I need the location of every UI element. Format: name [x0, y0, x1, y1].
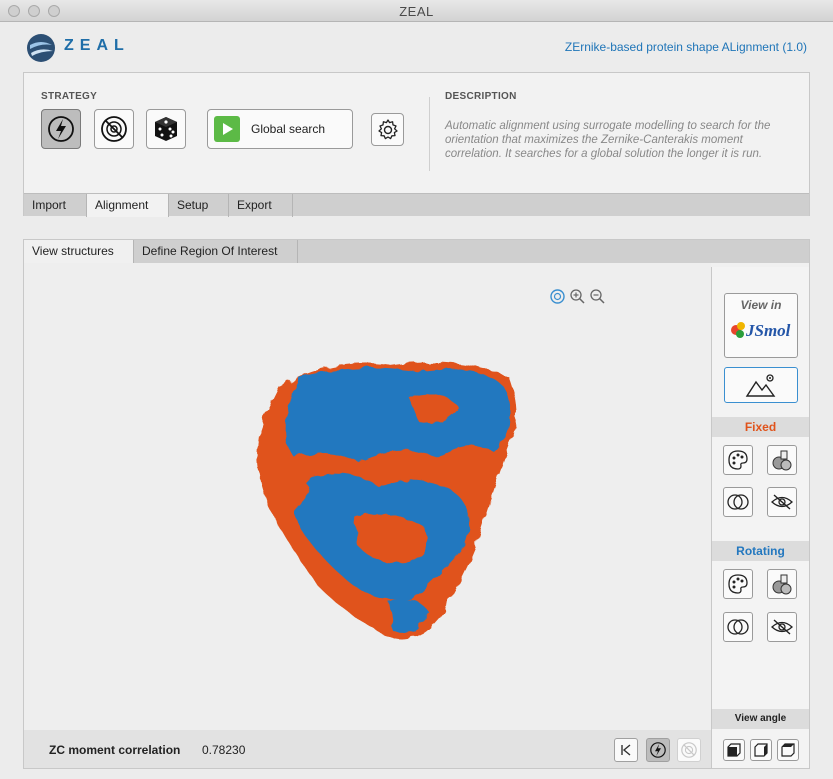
rotating-group-label: Rotating — [712, 541, 809, 561]
fixed-color-button[interactable] — [723, 445, 753, 475]
zoom-controls — [549, 288, 606, 305]
view-angle-label: View angle — [712, 709, 809, 729]
representation-icon — [772, 450, 792, 471]
strategy-panel: STRATEGY Global search — [23, 72, 810, 217]
tab-export[interactable]: Export — [229, 194, 293, 217]
view-tabbar: View structures Define Region Of Interes… — [24, 240, 809, 263]
rotating-color-button[interactable] — [723, 569, 753, 599]
description-text: Automatic alignment using surrogate mode… — [445, 120, 771, 160]
no-target-icon — [681, 742, 697, 758]
rotating-hide-button[interactable] — [767, 612, 797, 642]
strategy-label: STRATEGY — [41, 91, 98, 102]
settings-button[interactable] — [371, 113, 404, 146]
surrogate-run-button[interactable] — [646, 738, 670, 762]
strategy-random-button[interactable] — [146, 109, 186, 149]
fixed-hide-button[interactable] — [767, 487, 797, 517]
zeal-logo-icon — [27, 34, 55, 62]
description-label: DESCRIPTION — [445, 91, 517, 102]
zc-correlation-value: 0.78230 — [202, 743, 246, 757]
jsmol-logo-icon: JSmol — [731, 321, 791, 340]
dice-icon — [155, 117, 177, 141]
logo-text: ZEAL — [64, 37, 130, 54]
app-subtitle: ZErnike-based protein shape ALignment (1… — [564, 40, 807, 54]
zoom-in-icon[interactable] — [569, 288, 586, 305]
gear-icon — [377, 118, 398, 139]
view-angle-side-button[interactable] — [750, 739, 772, 761]
palette-icon — [728, 450, 748, 470]
landscape-gear-icon — [745, 374, 776, 397]
close-window-button[interactable] — [8, 5, 20, 17]
title-bar: ZEAL — [0, 0, 833, 22]
strategy-surrogate-button[interactable] — [41, 109, 81, 149]
skip-back-icon — [621, 744, 631, 756]
global-search-label: Global search — [251, 122, 326, 136]
exhaustive-run-button[interactable] — [677, 738, 701, 762]
window-title: ZEAL — [399, 4, 434, 19]
background-settings-button[interactable] — [724, 367, 798, 403]
tab-setup[interactable]: Setup — [169, 194, 229, 217]
play-icon — [214, 116, 240, 142]
view-in-jsmol-button[interactable]: View in JSmol — [724, 293, 798, 358]
tab-import[interactable]: Import — [24, 194, 87, 217]
jsmol-logo-text: JSmol — [745, 321, 791, 340]
zoom-window-button[interactable] — [48, 5, 60, 17]
reset-alignment-button[interactable] — [614, 738, 638, 762]
tab-view-structures[interactable]: View structures — [24, 240, 134, 263]
tab-define-region-of-interest[interactable]: Define Region Of Interest — [134, 240, 298, 263]
panel-divider — [429, 97, 430, 171]
fixed-group-label: Fixed — [712, 417, 809, 437]
tab-alignment[interactable]: Alignment — [87, 194, 169, 217]
structure-viewer[interactable] — [24, 263, 711, 730]
view-angle-top-button[interactable] — [777, 739, 799, 761]
rotating-overlap-button[interactable] — [723, 612, 753, 642]
zoom-out-icon[interactable] — [589, 288, 606, 305]
overlap-circles-icon — [727, 494, 749, 510]
representation-icon — [772, 574, 792, 595]
main-tabbar: Import Alignment Setup Export — [24, 193, 809, 217]
rotating-representation-button[interactable] — [767, 569, 797, 599]
zc-correlation-label: ZC moment correlation — [49, 743, 181, 757]
view-sidebar: View in JSmol Fixed — [711, 267, 809, 768]
reset-view-icon[interactable] — [549, 288, 566, 305]
eye-slash-icon — [771, 494, 793, 510]
status-bar: ZC moment correlation 0.78230 — [24, 730, 711, 768]
view-angle-front-button[interactable] — [723, 739, 745, 761]
fixed-representation-button[interactable] — [767, 445, 797, 475]
palette-icon — [728, 574, 748, 594]
cube-top-icon — [781, 743, 795, 757]
minimize-window-button[interactable] — [28, 5, 40, 17]
cube-side-icon — [754, 743, 768, 757]
lightning-icon — [650, 742, 666, 758]
eye-slash-icon — [771, 619, 793, 635]
alignment-view-panel: View structures Define Region Of Interes… — [23, 239, 810, 769]
strategy-exhaustive-button[interactable] — [94, 109, 134, 149]
view-in-label: View in — [740, 298, 782, 312]
overlap-circles-icon — [727, 619, 749, 635]
global-search-button[interactable]: Global search — [207, 109, 353, 149]
cube-front-icon — [727, 743, 741, 757]
no-target-icon — [101, 116, 127, 142]
protein-surface-render[interactable] — [239, 347, 539, 657]
fixed-overlap-button[interactable] — [723, 487, 753, 517]
lightning-icon — [48, 116, 74, 142]
